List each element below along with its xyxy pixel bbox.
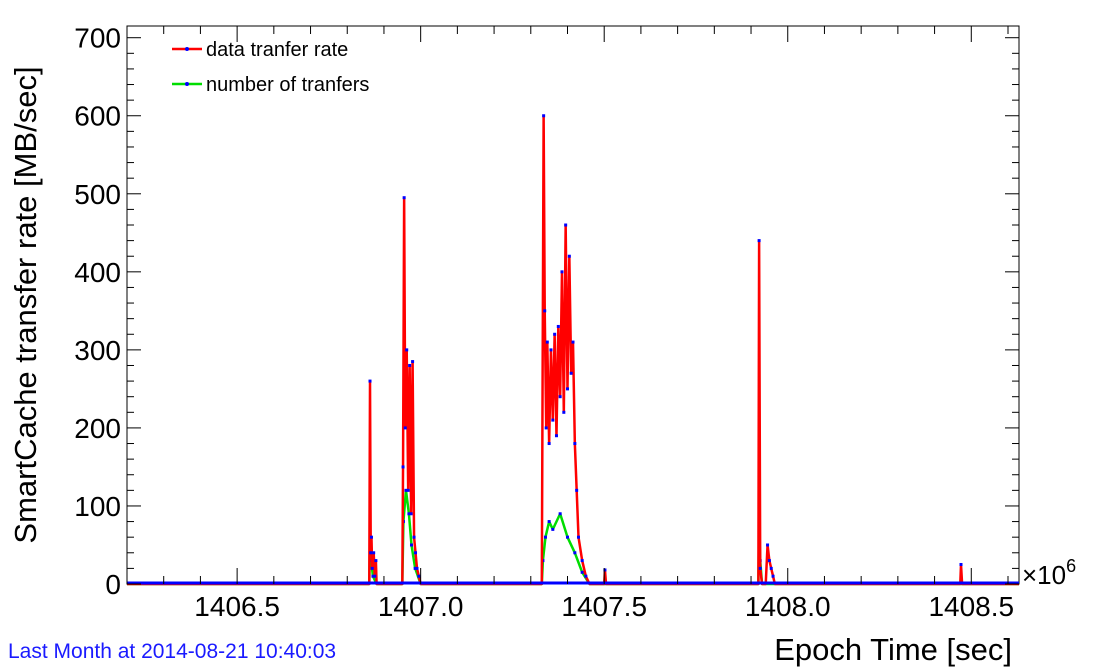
data-point-data-tranfer-rate <box>369 535 373 539</box>
axis-layer: 0 100 200 300 400 500 600 700 1406.5 1407.0 1407.5… <box>74 23 1019 622</box>
data-point-data-tranfer-rate <box>567 254 571 258</box>
data-point-number-of-tranfers <box>409 543 413 547</box>
data-point-data-tranfer-rate <box>370 566 374 570</box>
data-point-data-tranfer-rate <box>758 566 762 570</box>
data-point-data-tranfer-rate <box>551 418 555 422</box>
data-point-data-tranfer-rate <box>959 562 963 566</box>
data-point-data-tranfer-rate <box>542 114 546 118</box>
data-point-data-tranfer-rate <box>577 535 581 539</box>
data-point-number-of-tranfers <box>543 535 547 539</box>
data-point-data-tranfer-rate <box>554 434 558 438</box>
x-axis-multiplier-exponent: 6 <box>1066 556 1076 576</box>
data-point-number-of-tranfers <box>551 527 555 531</box>
data-point-data-tranfer-rate <box>766 543 770 547</box>
x-axis-title: Epoch Time [sec] <box>774 632 1012 667</box>
series-layer <box>127 114 1019 586</box>
data-point-data-tranfer-rate <box>406 488 410 492</box>
data-point-number-of-tranfers <box>580 570 584 574</box>
data-point-data-tranfer-rate <box>544 426 548 430</box>
data-point-data-tranfer-rate <box>401 465 405 469</box>
data-point-data-tranfer-rate <box>403 426 407 430</box>
x-tick-label: 1406.5 <box>194 591 280 622</box>
x-tick-label: 1407.5 <box>561 591 647 622</box>
plot-frame <box>126 25 1020 585</box>
legend-label-transfers: number of tranfers <box>206 74 369 96</box>
x-tick-label: 1407.0 <box>378 591 464 622</box>
data-point-data-tranfer-rate <box>571 340 575 344</box>
data-point-data-tranfer-rate <box>368 379 372 383</box>
data-point-data-tranfer-rate <box>575 488 579 492</box>
data-point-data-tranfer-rate <box>767 559 771 563</box>
y-tick-label: 100 <box>74 491 121 522</box>
data-point-data-tranfer-rate <box>558 395 562 399</box>
x-axis-multiplier: ×106 <box>1022 556 1076 590</box>
data-point-number-of-tranfers <box>558 512 562 516</box>
data-point-data-tranfer-rate <box>409 512 413 516</box>
series-line-data-tranfer-rate <box>127 114 1019 586</box>
data-point-data-tranfer-rate <box>402 196 406 200</box>
data-point-data-tranfer-rate <box>564 223 568 227</box>
legend-marker-transfers <box>185 82 189 86</box>
data-point-data-tranfer-rate <box>547 442 551 446</box>
legend: data tranfer rate number of tranfers <box>172 39 369 96</box>
data-point-data-tranfer-rate <box>372 551 376 555</box>
data-point-data-tranfer-rate <box>603 568 607 572</box>
data-point-data-tranfer-rate <box>769 566 773 570</box>
data-point-data-tranfer-rate <box>545 340 549 344</box>
data-point-data-tranfer-rate <box>573 442 577 446</box>
data-point-data-tranfer-rate <box>562 410 566 414</box>
y-tick-label: 400 <box>74 257 121 288</box>
x-axis-multiplier-base: ×10 <box>1022 560 1066 590</box>
data-point-data-tranfer-rate <box>408 363 412 367</box>
y-tick-label: 0 <box>105 569 121 600</box>
data-point-number-of-tranfers <box>413 566 417 570</box>
data-point-number-of-tranfers <box>407 512 411 516</box>
legend-label-rate: data tranfer rate <box>206 39 348 61</box>
data-point-data-tranfer-rate <box>569 371 573 375</box>
data-point-data-tranfer-rate <box>757 239 761 243</box>
y-tick-label: 700 <box>74 23 121 54</box>
data-point-number-of-tranfers <box>565 535 569 539</box>
data-point-data-tranfer-rate <box>556 324 560 328</box>
data-point-data-tranfer-rate <box>580 559 584 563</box>
data-point-data-tranfer-rate <box>415 566 419 570</box>
data-point-number-of-tranfers <box>573 551 577 555</box>
data-point-number-of-tranfers <box>404 488 408 492</box>
data-point-data-tranfer-rate <box>374 559 378 563</box>
data-point-data-tranfer-rate <box>771 574 775 578</box>
data-point-data-tranfer-rate <box>543 309 547 313</box>
y-tick-label: 300 <box>74 335 121 366</box>
footer-timestamp: Last Month at 2014-08-21 10:40:03 <box>8 640 337 663</box>
y-tick-label: 500 <box>74 179 121 210</box>
data-point-number-of-tranfers <box>547 520 551 524</box>
data-point-data-tranfer-rate <box>560 270 564 274</box>
data-point-data-tranfer-rate <box>405 348 409 352</box>
data-point-data-tranfer-rate <box>369 551 373 555</box>
y-tick-label: 200 <box>74 413 121 444</box>
data-point-data-tranfer-rate <box>553 332 557 336</box>
data-point-data-tranfer-rate <box>373 574 377 578</box>
x-tick-label: 1408.0 <box>745 591 831 622</box>
y-tick-label: 600 <box>74 101 121 132</box>
data-point-data-tranfer-rate <box>412 535 416 539</box>
series-line-number-of-tranfers <box>127 489 1019 586</box>
data-point-data-tranfer-rate <box>414 551 418 555</box>
y-axis-title: SmartCache transfer rate [MB/sec] <box>8 66 43 543</box>
data-point-data-tranfer-rate <box>417 574 421 578</box>
data-point-data-tranfer-rate <box>549 348 553 352</box>
data-point-data-tranfer-rate <box>565 387 569 391</box>
data-point-data-tranfer-rate <box>584 574 588 578</box>
x-tick-label: 1408.5 <box>928 591 1014 622</box>
legend-marker-rate <box>185 47 189 51</box>
data-point-data-tranfer-rate <box>411 360 415 364</box>
data-point-number-of-tranfers <box>371 574 375 578</box>
